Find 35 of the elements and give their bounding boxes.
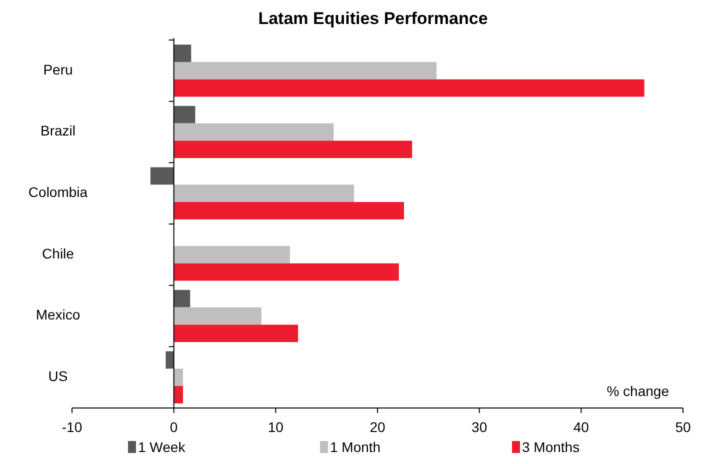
bar — [174, 79, 644, 97]
y-tick-label: Mexico — [36, 306, 80, 323]
x-tick-label: 50 — [675, 419, 691, 435]
y-tick-label: Peru — [43, 61, 73, 78]
bar — [174, 123, 334, 141]
bar — [174, 290, 190, 308]
legend-label: 1 Week — [138, 439, 186, 455]
x-axis-title: % change — [606, 383, 670, 399]
y-tick-label: Chile — [42, 245, 74, 262]
bar — [174, 106, 196, 124]
y-tick-label: Colombia — [28, 184, 88, 200]
chart-title: Latam Equities Performance — [258, 9, 488, 28]
bar — [174, 368, 183, 386]
legend-label: 1 Month — [330, 439, 381, 455]
bar — [174, 324, 298, 342]
x-tick-label: -10 — [62, 419, 82, 435]
bar — [174, 62, 437, 80]
bar — [174, 184, 354, 202]
bar — [174, 140, 412, 158]
x-tick-label: 40 — [573, 419, 590, 435]
bar — [174, 263, 399, 281]
bar — [174, 44, 192, 62]
y-tick-label: Brazil — [40, 122, 76, 139]
bar — [166, 351, 174, 369]
legend-label: 3 Months — [522, 439, 580, 455]
x-tick-label: 30 — [472, 419, 488, 435]
bar — [174, 386, 183, 404]
bar — [174, 307, 262, 325]
bar — [150, 167, 174, 185]
y-tick-label: US — [48, 368, 68, 384]
x-tick-label: 20 — [370, 419, 386, 435]
x-tick-label: 10 — [268, 419, 284, 435]
bar — [174, 246, 290, 264]
bar — [174, 202, 404, 220]
x-tick-label: 0 — [170, 419, 178, 435]
